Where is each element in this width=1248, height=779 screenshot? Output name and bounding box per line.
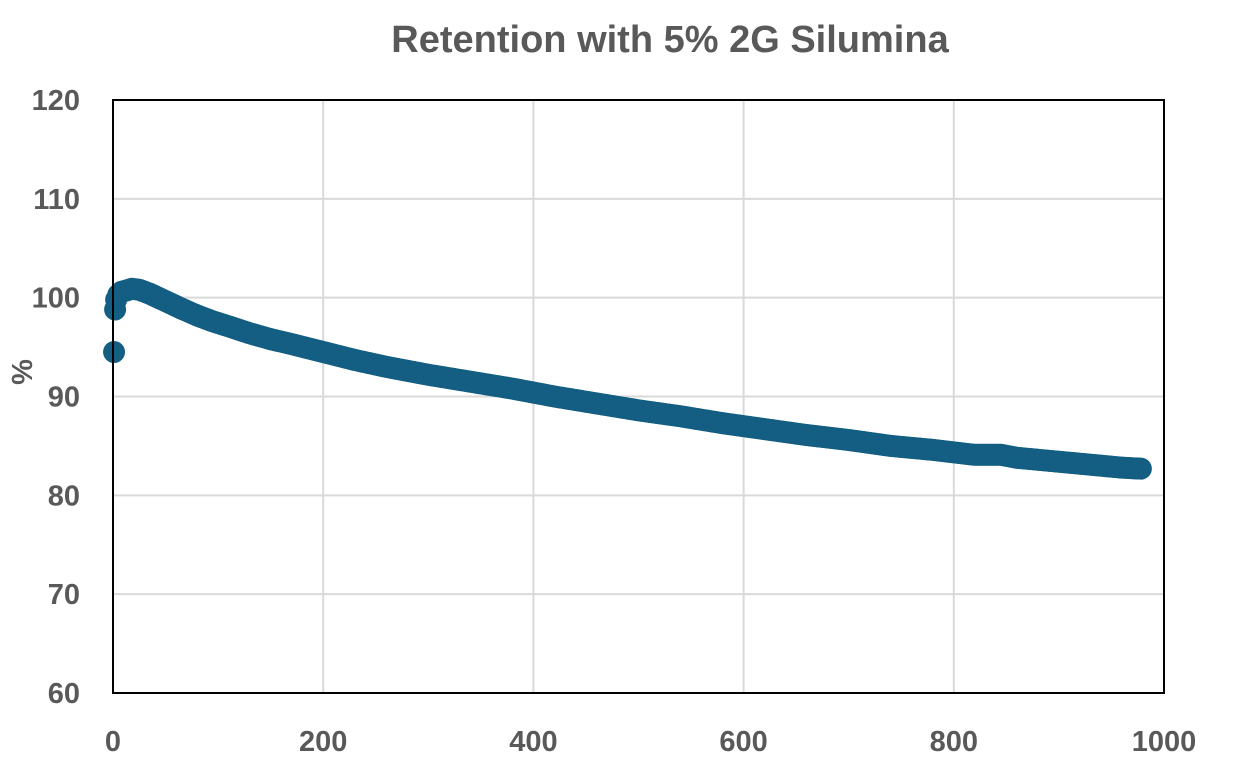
- chart-title: Retention with 5% 2G Silumina: [391, 19, 949, 61]
- y-tick-label: 110: [33, 184, 80, 216]
- gridlines: [113, 100, 1164, 693]
- x-tick-label: 1000: [1132, 726, 1197, 758]
- x-tick-label: 200: [299, 726, 347, 758]
- data-point: [103, 341, 126, 364]
- plot-area-border: [112, 99, 1165, 694]
- data-points: [103, 277, 1152, 480]
- x-tick-label: 600: [719, 726, 767, 758]
- y-tick-label: 60: [48, 678, 80, 710]
- x-axis-ticks: 0 200 400 600 800 1000: [105, 726, 1196, 758]
- y-tick-label: 120: [32, 85, 80, 117]
- y-tick-label: 90: [48, 382, 80, 414]
- y-tick-label: 70: [48, 579, 80, 611]
- y-axis-ticks: 60 70 80 90 100 110 120: [32, 85, 80, 710]
- y-axis-label: %: [7, 359, 39, 385]
- y-tick-label: 80: [48, 480, 80, 512]
- y-tick-label: 100: [32, 283, 80, 315]
- x-tick-label: 800: [930, 726, 978, 758]
- x-tick-label: 400: [509, 726, 557, 758]
- x-tick-label: 0: [105, 726, 121, 758]
- data-point: [1129, 457, 1152, 480]
